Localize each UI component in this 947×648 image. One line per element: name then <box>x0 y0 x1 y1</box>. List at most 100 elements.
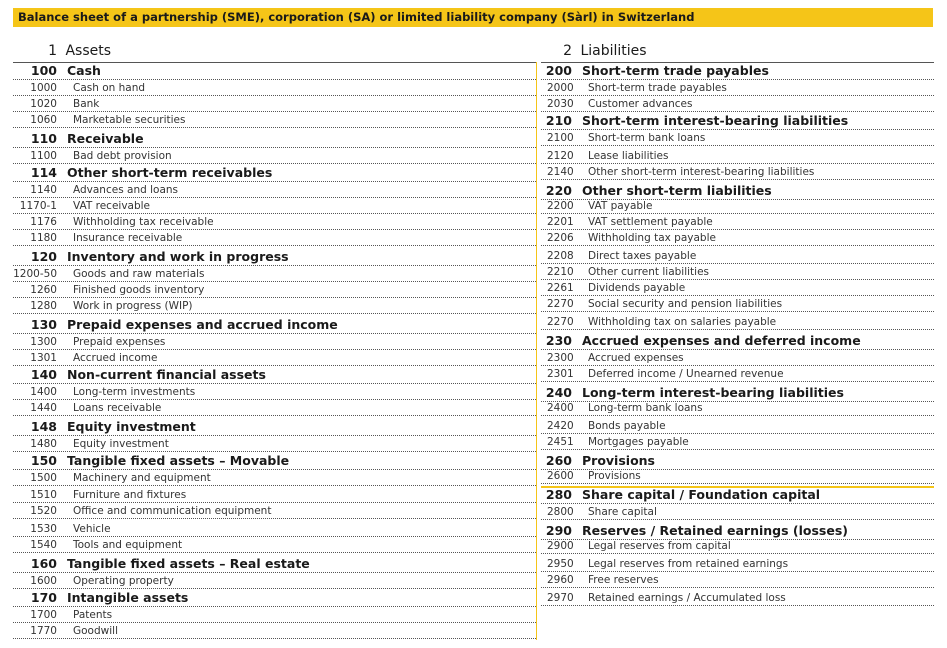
account-row: 2208 Direct taxes payable <box>541 248 934 264</box>
account-label: Other short-term interest-bearing liabil… <box>588 166 815 178</box>
account-row: 1260 Finished goods inventory <box>13 282 536 298</box>
account-label: Reserves / Retained earnings (losses) <box>582 523 848 538</box>
account-row: 2210 Other current liabilities <box>541 264 934 280</box>
account-label: Retained earnings / Accumulated loss <box>588 592 786 604</box>
account-code: 2000 <box>547 82 574 94</box>
account-code: 2270 <box>547 298 574 310</box>
account-code: 1060 <box>30 114 57 126</box>
account-code: 100 <box>30 63 57 78</box>
account-code: 1300 <box>30 336 57 348</box>
column-divider <box>536 62 537 640</box>
account-label: Mortgages payable <box>588 436 689 448</box>
account-row: 2960 Free reserves <box>541 572 934 588</box>
account-label: Equity investment <box>67 419 196 434</box>
account-row: 1400 Long-term investments <box>13 384 536 400</box>
account-code: 2301 <box>547 368 574 380</box>
account-label: Short-term trade payables <box>588 82 727 94</box>
account-code: 1260 <box>30 284 57 296</box>
account-row: 1060 Marketable securities <box>13 112 536 128</box>
account-label: Other short-term liabilities <box>582 183 772 198</box>
account-label: Long-term interest-bearing liabilities <box>582 385 844 400</box>
group-row: 114 Other short-term receivables <box>13 164 536 182</box>
account-code: 1480 <box>30 438 57 450</box>
account-code: 1540 <box>30 539 57 551</box>
account-code: 148 <box>30 419 57 434</box>
account-row: 2200 VAT payable <box>541 198 934 214</box>
account-label: Goods and raw materials <box>73 268 205 280</box>
account-label: Accrued income <box>73 352 158 364</box>
account-code: 2970 <box>547 592 574 604</box>
account-label: Insurance receivable <box>73 232 183 244</box>
account-code: 130 <box>30 317 57 332</box>
account-label: Withholding tax on salaries payable <box>588 316 777 328</box>
account-row: 2000 Short-term trade payables <box>541 80 934 96</box>
account-label: Short-term interest-bearing liabilities <box>582 113 849 128</box>
account-label: Machinery and equipment <box>73 472 211 484</box>
group-row: 200 Short-term trade payables <box>541 62 934 80</box>
account-label: Legal reserves from capital <box>588 540 731 552</box>
account-code: 1600 <box>30 575 57 587</box>
account-label: Tools and equipment <box>73 539 183 551</box>
account-label: Dividends payable <box>588 282 686 294</box>
account-code: 2800 <box>547 506 574 518</box>
account-label: Short-term bank loans <box>588 132 706 144</box>
account-code: 1500 <box>30 472 57 484</box>
account-label: Bonds payable <box>588 420 666 432</box>
group-row: 280 Share capital / Foundation capital <box>541 486 934 504</box>
account-label: Tangible fixed assets – Real estate <box>67 556 310 571</box>
account-code: 1176 <box>30 216 57 228</box>
account-label: Long-term investments <box>73 386 196 398</box>
account-code: 290 <box>545 523 572 538</box>
account-label: Intangible assets <box>67 590 189 605</box>
account-row: 2950 Legal reserves from retained earning… <box>541 556 934 572</box>
account-label: Direct taxes payable <box>588 250 697 262</box>
account-label: Finished goods inventory <box>73 284 205 296</box>
account-row: 2270 Social security and pension liabilit… <box>541 296 934 312</box>
account-row: 2970 Retained earnings / Accumulated loss <box>541 590 934 606</box>
account-row: 2900 Legal reserves from capital <box>541 538 934 554</box>
account-row: 2206 Withholding tax payable <box>541 230 934 246</box>
account-label: Social security and pension liabilities <box>588 298 783 310</box>
account-row: 1300 Prepaid expenses <box>13 334 536 350</box>
account-code: 160 <box>30 556 57 571</box>
account-code: 150 <box>30 453 57 468</box>
group-row: 160 Tangible fixed assets – Real estate <box>13 555 536 573</box>
account-label: Marketable securities <box>73 114 186 126</box>
assets-code: 1 <box>48 43 57 59</box>
account-row: 1540 Tools and equipment <box>13 537 536 553</box>
account-row: 2261 Dividends payable <box>541 280 934 296</box>
account-code: 1301 <box>30 352 57 364</box>
account-label: Goodwill <box>73 625 118 637</box>
account-code: 1530 <box>30 523 57 535</box>
account-code: 114 <box>30 165 57 180</box>
account-row: 2451 Mortgages payable <box>541 434 934 450</box>
account-code: 2201 <box>547 216 574 228</box>
account-code: 140 <box>30 367 57 382</box>
account-row: 2301 Deferred income / Unearned revenue <box>541 366 934 382</box>
account-row: 1500 Machinery and equipment <box>13 470 536 486</box>
liabilities-title: Liabilities <box>580 43 647 59</box>
account-code: 2451 <box>547 436 574 448</box>
group-row: 130 Prepaid expenses and accrued income <box>13 316 536 334</box>
assets-top-rule <box>13 62 536 63</box>
account-label: Provisions <box>582 453 655 468</box>
account-row: 2400 Long-term bank loans <box>541 400 934 416</box>
account-label: Cash <box>67 63 101 78</box>
account-label: Legal reserves from retained earnings <box>588 558 789 570</box>
account-code: 2261 <box>547 282 574 294</box>
account-row: 2201 VAT settlement payable <box>541 214 934 230</box>
account-row: 1480 Equity investment <box>13 436 536 452</box>
account-label: Receivable <box>67 131 144 146</box>
group-row: 120 Inventory and work in progress <box>13 248 536 266</box>
account-row: 1600 Operating property <box>13 573 536 589</box>
account-label: Cash on hand <box>73 82 146 94</box>
account-row: 1700 Patents <box>13 607 536 623</box>
account-row: 1440 Loans receivable <box>13 400 536 416</box>
account-row: 1180 Insurance receivable <box>13 230 536 246</box>
account-code: 1520 <box>30 505 57 517</box>
account-code: 1700 <box>30 609 57 621</box>
account-code: 220 <box>545 183 572 198</box>
account-code: 120 <box>30 249 57 264</box>
account-code: 1280 <box>30 300 57 312</box>
account-label: Other short-term receivables <box>67 165 273 180</box>
